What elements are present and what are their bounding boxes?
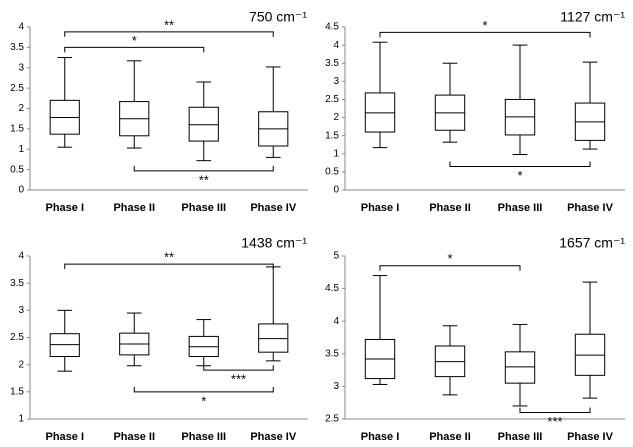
y-tick-label: 1.5 [10, 386, 24, 397]
y-tick-label: 4.5 [325, 283, 339, 294]
x-tick-label: Phase III [498, 202, 543, 214]
significance-bracket [133, 165, 274, 172]
x-tick-label: Phase I [361, 431, 400, 443]
y-tick-label: 2 [333, 112, 339, 123]
y-tick-label: 0 [18, 185, 24, 196]
significance-bracket [449, 161, 591, 167]
x-tick-label: Phase I [45, 202, 84, 214]
box [504, 351, 536, 384]
y-tick-label: 2.5 [325, 414, 339, 425]
y-tick-label: 1 [333, 148, 339, 159]
significance-label: ** [199, 172, 209, 187]
y-tick-label: 3.5 [10, 278, 24, 289]
significance-bracket [64, 46, 205, 53]
y-tick-label: 4 [333, 316, 339, 327]
chart-title: 750 cm⁻¹ [249, 9, 307, 25]
y-tick-label: 0.5 [325, 167, 339, 178]
significance-label: *** [231, 372, 246, 387]
y-tick-label: 1.5 [325, 130, 339, 141]
significance-label: * [447, 251, 452, 266]
y-tick-label: 3 [18, 62, 24, 73]
significance-label: ** [164, 250, 174, 265]
y-tick-label: 1.5 [10, 124, 24, 135]
y-tick-label: 4.5 [325, 22, 339, 33]
y-tick-label: 1 [18, 144, 24, 155]
y-tick-label: 2.5 [10, 332, 24, 343]
significance-bracket [64, 263, 274, 270]
x-tick-label: Phase II [113, 431, 155, 443]
x-tick-label: Phase III [181, 431, 226, 443]
y-tick-label: 4 [18, 22, 24, 33]
y-tick-label: 2 [18, 359, 24, 370]
x-tick-label: Phase I [361, 202, 400, 214]
significance-label: * [517, 168, 522, 183]
x-tick-label: Phase I [45, 431, 84, 443]
y-tick-label: 0 [333, 185, 339, 196]
box [258, 323, 289, 353]
x-tick-label: Phase IV [250, 431, 297, 443]
x-tick-label: Phase III [498, 431, 543, 443]
y-tick-label: 0.5 [10, 164, 24, 175]
significance-bracket [379, 31, 591, 38]
significance-label: * [482, 18, 487, 33]
y-tick-label: 3.5 [325, 348, 339, 359]
x-tick-label: Phase IV [567, 202, 614, 214]
y-tick-label: 3 [18, 305, 24, 316]
significance-bracket [203, 365, 274, 371]
box [49, 333, 80, 358]
significance-bracket [64, 31, 274, 37]
x-tick-label: Phase II [113, 202, 155, 214]
x-tick-label: Phase IV [567, 431, 614, 443]
significance-label: ** [164, 17, 174, 32]
significance-bracket [133, 386, 274, 393]
y-tick-label: 4 [333, 40, 339, 51]
significance-bracket [379, 265, 521, 271]
y-tick-label: 2 [18, 103, 24, 114]
y-tick-label: 1 [18, 414, 24, 425]
x-tick-label: Phase II [429, 202, 471, 214]
x-tick-label: Phase IV [250, 202, 297, 214]
y-tick-label: 2.5 [325, 94, 339, 105]
x-tick-label: Phase III [181, 202, 226, 214]
chart-title: 1127 cm⁻¹ [560, 9, 625, 25]
y-tick-label: 5 [333, 251, 339, 262]
significance-label: * [201, 393, 206, 408]
y-tick-label: 4 [18, 251, 24, 262]
y-tick-label: 3.5 [10, 42, 24, 53]
chart-title: 1438 cm⁻¹ [241, 235, 307, 251]
y-tick-label: 3.5 [325, 58, 339, 69]
box [188, 106, 219, 142]
significance-bracket [519, 407, 591, 413]
y-tick-label: 2.5 [10, 83, 24, 94]
significance-label: * [132, 33, 137, 48]
significance-label: *** [547, 414, 562, 429]
x-tick-label: Phase II [429, 431, 471, 443]
y-tick-label: 3 [333, 76, 339, 87]
chart-title: 1657 cm⁻¹ [559, 235, 625, 251]
y-tick-label: 3 [333, 381, 339, 392]
